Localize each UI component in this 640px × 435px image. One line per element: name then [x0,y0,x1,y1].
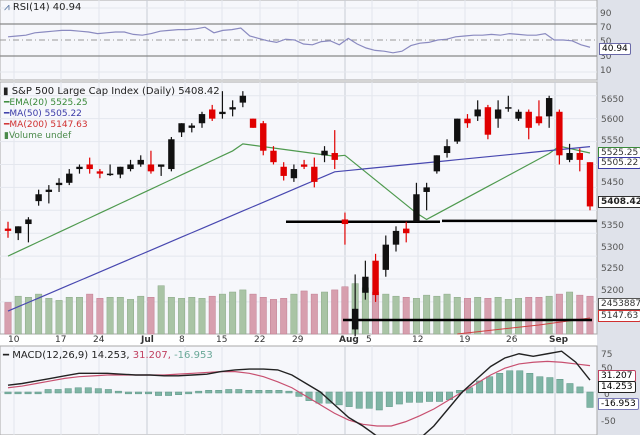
last-price-tag: 5408.42 [598,196,640,208]
candlestick-icon: ▮ [3,86,9,97]
macd-tag: 14.253 [598,381,636,393]
volume-icon: ▮ [4,131,9,141]
ma50-tag: 5505.22 [598,157,640,169]
x-tick-label: 22 [254,335,266,345]
rsi-tick-90: 90 [600,9,612,19]
x-tick-label: Sep [549,335,569,345]
macd-tick-0: 0 [604,390,610,400]
x-tick-label: 19 [459,335,471,345]
legend-volume: ▮Volume undef [4,131,72,141]
histogram-tag: -16.953 [598,398,639,410]
rsi-icon: ⩘ [4,2,10,13]
rsi-title: ⩘ RSI(14) 40.94 [4,2,82,13]
x-tick-label: 12 [412,335,424,345]
price-tick-5450: 5450 [601,178,624,188]
x-tick-label: Jul [141,335,154,345]
price-tick-5650: 5650 [601,95,624,105]
ma200-tag: 5147.63 [598,310,640,322]
price-tick-5600: 5600 [601,115,624,125]
x-tick-label: 8 [179,335,185,345]
rsi-tick-10: 10 [600,66,612,76]
price-tick-5250: 5250 [601,264,624,274]
x-tick-label: 24 [93,335,105,345]
rsi-tick-30: 30 [600,52,612,62]
price-tick-5550: 5550 [601,136,624,146]
volume-tag: 2453887 [598,298,640,310]
x-tick-label: 17 [55,335,67,345]
x-tick-label: 29 [292,335,304,345]
price-tick-5300: 5300 [601,243,624,253]
rsi-tick-70: 70 [600,23,612,33]
rsi-tick-50: 50 [600,37,612,47]
x-tick-label: 26 [506,335,518,345]
macd-title: ━ MACD(12,26,9) 14.253, 31.207, -16.953 [3,350,213,361]
x-tick-label: Aug [339,335,359,345]
macd-tick-50: 50 [601,364,613,374]
price-tick-5350: 5350 [601,221,624,231]
price-title: ▮ S&P 500 Large Cap Index (Daily) 5408.4… [3,86,220,97]
x-tick-label: 5 [366,335,372,345]
legend-ema20: ━EMA(20) 5525.25 [4,98,88,108]
macd-tick-75: 75 [601,350,613,360]
rsi-last-tag: 40.94 [599,43,631,55]
legend-ma200: ━MA(200) 5147.63 [4,120,88,130]
x-tick-label: 15 [216,335,228,345]
x-tick-label: 10 [8,335,20,345]
price-tick-5200: 5200 [601,286,624,296]
legend-ma50: ━MA(50) 5505.22 [4,109,82,119]
macd-tick-minus50: -50 [601,417,616,427]
